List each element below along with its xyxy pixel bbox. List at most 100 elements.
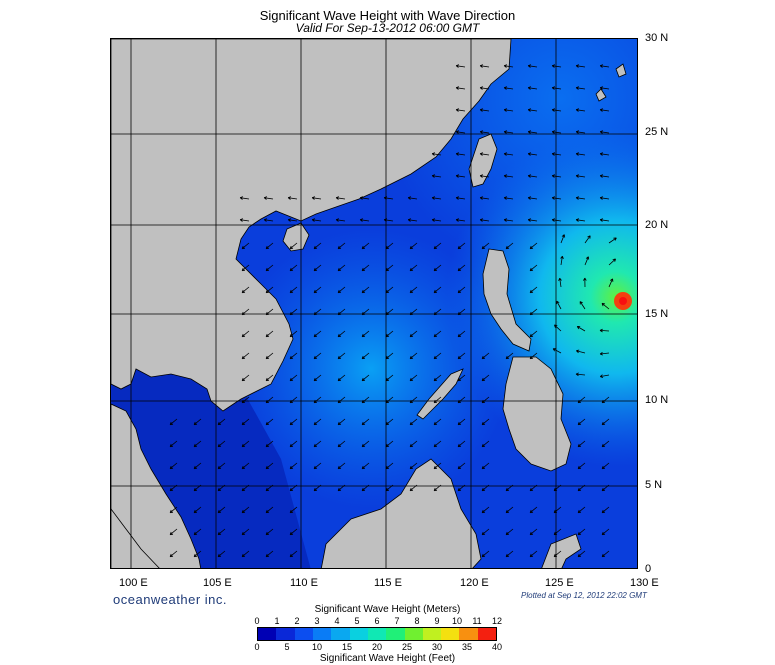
wave-direction-arrow	[433, 440, 442, 448]
map-title: Significant Wave Height with Wave Direct…	[259, 8, 516, 23]
wave-direction-arrow	[361, 484, 370, 492]
wave-direction-arrow	[584, 256, 590, 266]
wave-direction-arrow	[409, 440, 418, 448]
wave-direction-arrow	[560, 234, 566, 244]
wave-direction-arrow	[457, 308, 466, 316]
wave-direction-arrow	[457, 352, 466, 360]
colorbar-segment	[404, 628, 423, 640]
wave-direction-arrow	[335, 196, 346, 200]
wave-direction-arrow	[529, 352, 538, 360]
meter-tick-label: 10	[451, 616, 463, 626]
wave-direction-arrow	[313, 374, 322, 382]
wave-direction-arrow	[455, 152, 466, 156]
meter-tick-label: 2	[294, 616, 300, 626]
wave-direction-arrow	[361, 264, 370, 272]
wave-direction-arrow	[575, 218, 586, 222]
wave-direction-arrow	[551, 218, 562, 222]
wave-direction-arrow	[479, 86, 490, 90]
wave-direction-arrow	[241, 550, 250, 558]
wave-direction-arrow	[575, 174, 586, 178]
plotted-timestamp: Plotted at Sep 12, 2012 22:02 GMT	[521, 591, 647, 600]
wave-direction-arrow	[551, 152, 562, 156]
wave-direction-arrow	[455, 64, 466, 68]
wave-height-map	[110, 38, 638, 569]
wave-direction-arrow	[577, 462, 586, 470]
wave-direction-arrow	[481, 418, 490, 426]
wave-direction-arrow	[337, 418, 346, 426]
wave-direction-arrow	[433, 308, 442, 316]
wave-direction-arrow	[407, 196, 418, 200]
wave-direction-arrow	[575, 196, 586, 200]
wave-direction-arrow	[575, 108, 586, 112]
wave-direction-arrow	[241, 528, 250, 536]
wave-direction-arrow	[289, 506, 298, 514]
wave-direction-arrow	[263, 218, 274, 222]
wave-direction-arrow	[169, 506, 178, 514]
feet-tick-label: 0	[254, 642, 260, 652]
colorbar-segment	[422, 628, 442, 640]
wave-direction-arrow	[455, 130, 466, 134]
wave-direction-arrow	[313, 484, 322, 492]
lon-label-120e: 120 E	[460, 577, 489, 589]
lon-label-110e: 110 E	[290, 577, 318, 589]
wave-direction-arrow	[481, 484, 490, 492]
wave-direction-arrow	[289, 462, 298, 470]
wave-direction-arrow	[503, 108, 514, 112]
wave-direction-arrow	[431, 174, 442, 178]
wave-direction-arrow	[481, 242, 490, 250]
wave-direction-arrow	[479, 152, 490, 156]
lat-label-5n: 5 N	[645, 479, 663, 491]
wave-direction-arrow	[311, 196, 322, 200]
land-ryukyu-islands	[595, 63, 627, 102]
wave-direction-arrow	[529, 286, 538, 294]
wave-direction-arrow	[239, 196, 250, 200]
wave-direction-arrow	[457, 462, 466, 470]
wave-direction-arrow	[311, 218, 322, 222]
wave-direction-arrow	[409, 418, 418, 426]
wave-direction-arrow	[385, 484, 394, 492]
meter-tick-label: 1	[274, 616, 280, 626]
colorbar-segment	[367, 628, 387, 640]
wave-direction-arrow	[479, 64, 490, 68]
wave-direction-arrow	[193, 440, 202, 448]
wave-direction-arrow	[193, 506, 202, 514]
wave-direction-arrow	[457, 286, 466, 294]
wave-direction-arrow	[193, 418, 202, 426]
wave-direction-arrow	[241, 330, 250, 338]
wave-direction-arrow	[599, 218, 610, 222]
wave-direction-arrow	[313, 286, 322, 294]
wave-direction-arrow	[575, 86, 586, 90]
wave-direction-arrow	[409, 264, 418, 272]
wave-direction-arrow	[481, 396, 490, 404]
wave-direction-arrow	[313, 308, 322, 316]
wave-direction-arrow	[169, 550, 178, 558]
wave-direction-arrow	[455, 196, 466, 200]
wave-direction-arrow	[409, 396, 418, 404]
wave-direction-arrow	[599, 374, 610, 378]
wave-direction-arrow	[551, 86, 562, 90]
wave-direction-arrow	[577, 396, 586, 404]
wave-direction-arrow	[479, 174, 490, 178]
wave-direction-arrow	[433, 462, 442, 470]
wave-direction-arrow	[359, 218, 370, 222]
wave-direction-arrow	[289, 528, 298, 536]
wave-direction-arrow	[265, 484, 274, 492]
wave-direction-arrow	[287, 218, 298, 222]
wave-direction-arrow	[337, 396, 346, 404]
wave-direction-arrow	[409, 330, 418, 338]
colorbar-segment	[258, 628, 277, 640]
wave-direction-arrow	[529, 308, 538, 316]
wave-direction-arrow	[455, 174, 466, 178]
lat-label-10n: 10 N	[645, 394, 669, 406]
wave-direction-arrow	[455, 108, 466, 112]
colorbar-title-meters: Significant Wave Height (Meters)	[314, 604, 461, 615]
wave-direction-arrow	[169, 484, 178, 492]
wave-direction-arrow	[337, 440, 346, 448]
wave-direction-arrow	[385, 374, 394, 382]
meter-tick-label: 7	[394, 616, 400, 626]
wave-direction-arrow	[241, 374, 250, 382]
wave-direction-arrow	[361, 396, 370, 404]
wave-direction-arrow	[503, 174, 514, 178]
wave-direction-arrow	[577, 528, 586, 536]
wave-direction-arrow	[313, 264, 322, 272]
